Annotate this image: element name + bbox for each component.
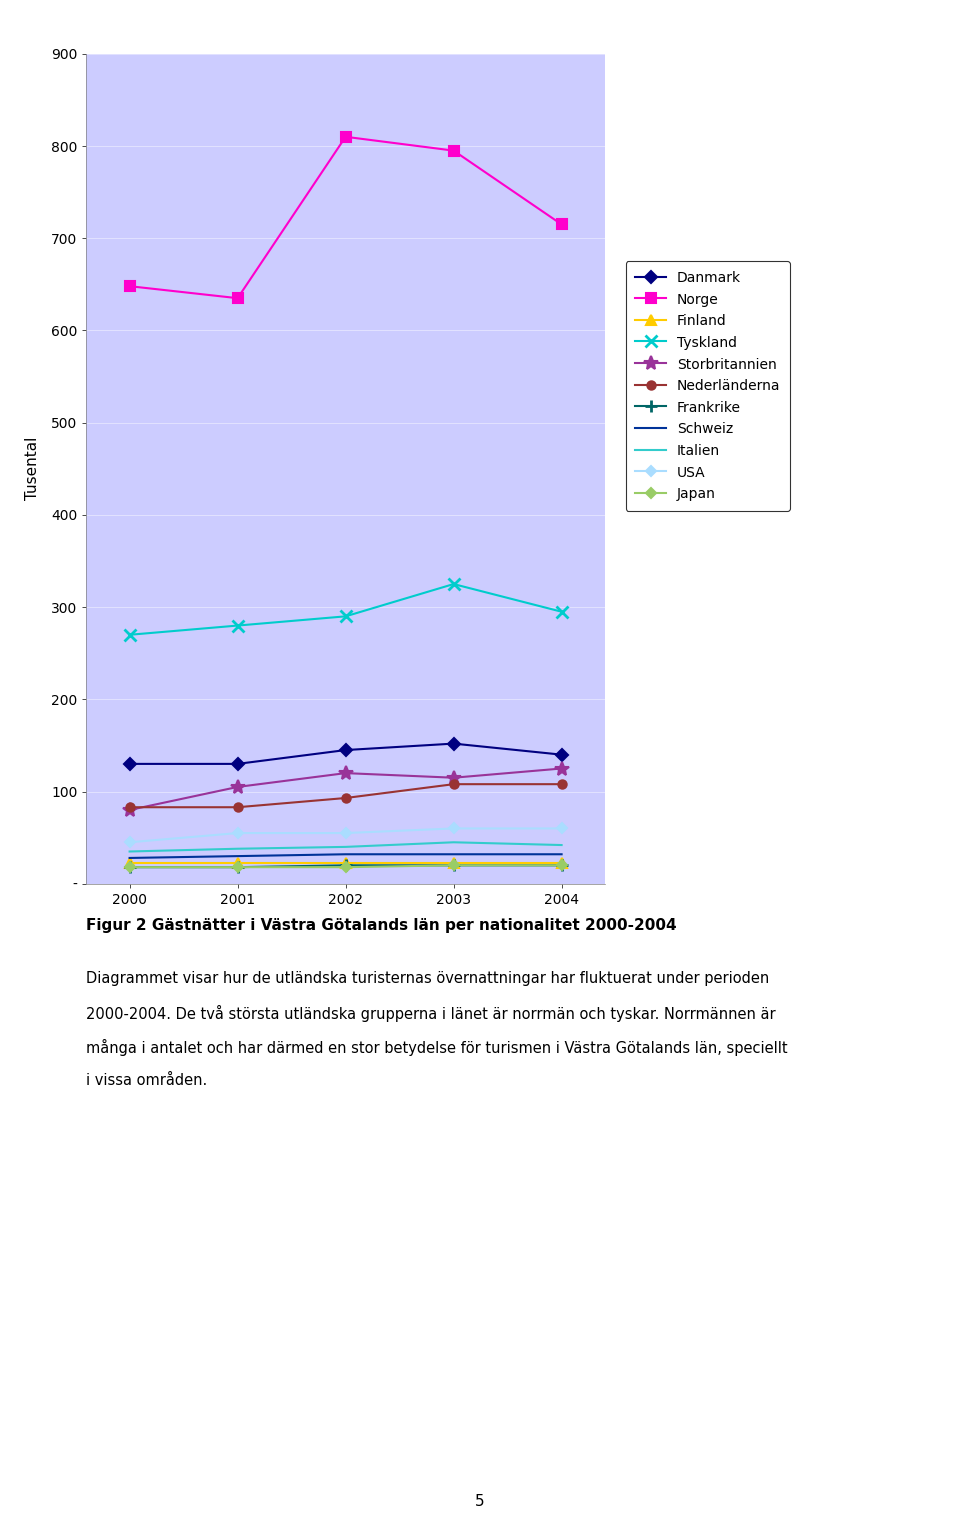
Text: 5: 5 (475, 1494, 485, 1509)
Text: Figur 2 Gästnätter i Västra Götalands län per nationalitet 2000-2004: Figur 2 Gästnätter i Västra Götalands lä… (86, 918, 677, 933)
Text: i vissa områden.: i vissa områden. (86, 1073, 207, 1088)
Text: 2000-2004. De två största utländska grupperna i länet är norrmän och tyskar. Nor: 2000-2004. De två största utländska grup… (86, 1005, 776, 1022)
Legend: Danmark, Norge, Finland, Tyskland, Storbritannien, Nederländerna, Frankrike, Sch: Danmark, Norge, Finland, Tyskland, Storb… (626, 261, 790, 512)
Text: Diagrammet visar hur de utländska turisternas övernattningar har fluktuerat unde: Diagrammet visar hur de utländska turist… (86, 971, 770, 987)
Text: många i antalet och har därmed en stor betydelse för turismen i Västra Götalands: många i antalet och har därmed en stor b… (86, 1039, 788, 1056)
Y-axis label: Tusental: Tusental (25, 437, 40, 501)
